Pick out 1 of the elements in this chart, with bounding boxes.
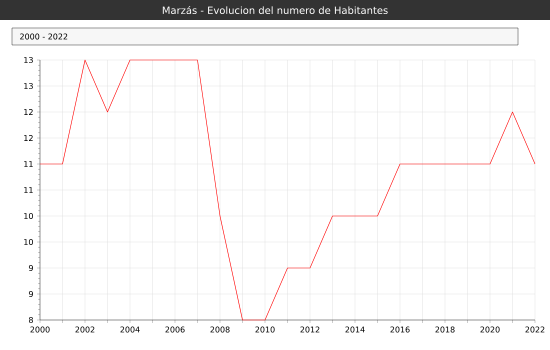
chart-title: Marzás - Evolucion del numero de Habitantes [162,6,388,14]
